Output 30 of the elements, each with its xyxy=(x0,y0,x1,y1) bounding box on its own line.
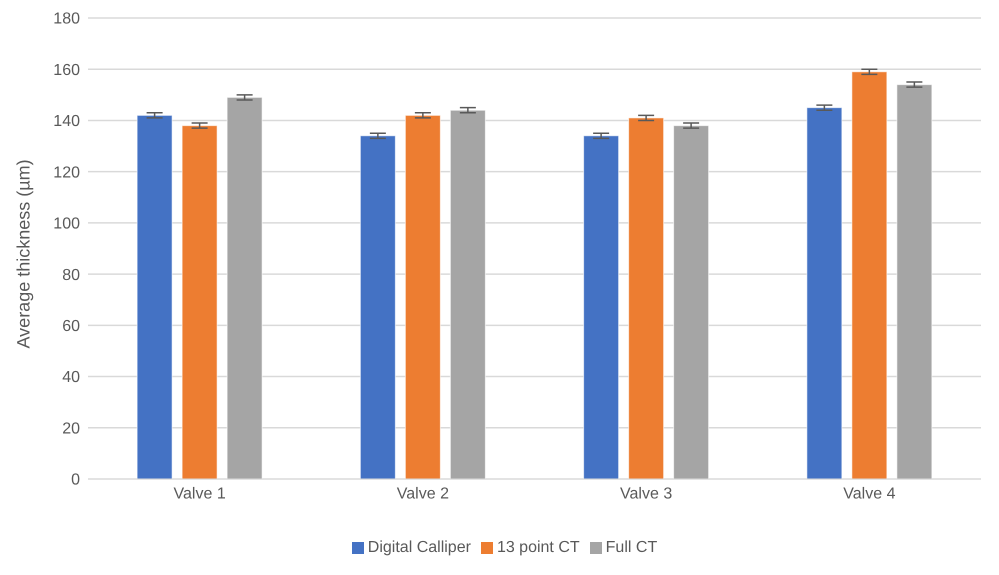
y-tick-label: 80 xyxy=(62,266,80,284)
y-tick-label: 180 xyxy=(53,10,80,28)
bar xyxy=(360,135,396,479)
legend-label: 13 point CT xyxy=(496,539,580,556)
bar xyxy=(673,125,710,479)
bar xyxy=(450,110,486,479)
bar xyxy=(628,117,664,479)
bar xyxy=(583,135,620,479)
y-tick-label: 100 xyxy=(53,216,80,233)
x-tick-label: Valve 3 xyxy=(620,485,672,502)
x-tick-label: Valve 4 xyxy=(843,485,896,502)
y-tick-label: 120 xyxy=(53,164,80,182)
legend-label: Digital Calliper xyxy=(368,539,471,556)
y-tick-label: 140 xyxy=(53,113,80,130)
y-tick-label: 60 xyxy=(62,318,80,336)
legend-label: Full CT xyxy=(606,539,658,556)
bar xyxy=(851,71,888,479)
bar xyxy=(404,114,441,479)
bar xyxy=(182,125,218,479)
x-tick-label: Valve 1 xyxy=(174,485,226,502)
x-tick-label: Valve 2 xyxy=(396,485,450,502)
bar xyxy=(226,96,263,479)
y-tick-label: 0 xyxy=(71,472,80,489)
y-tick-label: 20 xyxy=(62,420,80,438)
bar xyxy=(806,107,842,479)
bar xyxy=(896,84,932,479)
bar xyxy=(136,114,173,479)
y-tick-label: 160 xyxy=(53,62,80,79)
y-tick-label: 40 xyxy=(62,369,80,386)
y-axis-title: Average thickness (µm) xyxy=(13,159,34,348)
